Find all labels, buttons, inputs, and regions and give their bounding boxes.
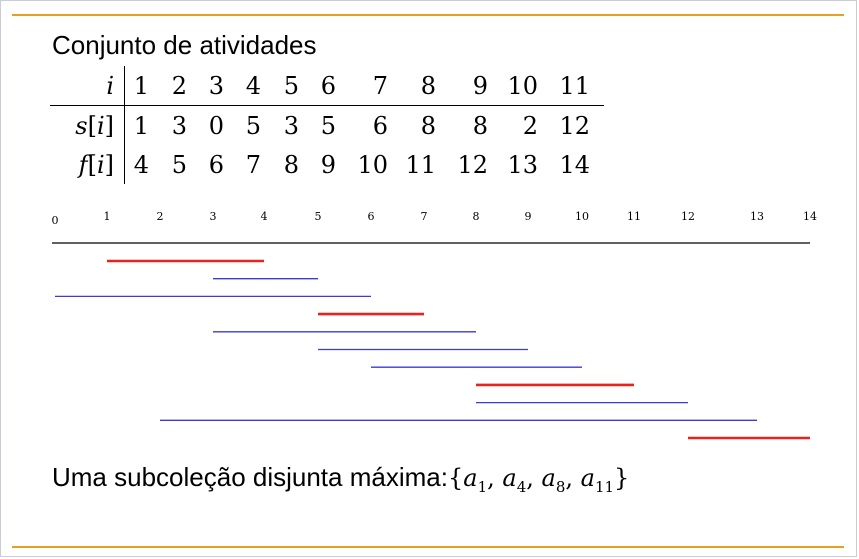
cell-i-1: 1 (124, 66, 149, 106)
tick-label-11: 11 (627, 210, 641, 223)
set-element-a8: a8 (541, 464, 566, 496)
set-close-brace: } (614, 464, 630, 492)
tick-label-1: 1 (104, 210, 111, 223)
cell-f-5: 8 (283, 150, 299, 179)
set-element-a4: a4 (502, 464, 527, 496)
cell-i-10: 10 (488, 66, 538, 106)
tick-label-4: 4 (261, 210, 268, 223)
cell-s-10: 2 (522, 111, 538, 140)
tick-label-0: 0 (52, 214, 59, 227)
cell-s-5: 3 (283, 111, 299, 140)
tick-label-2: 2 (157, 210, 164, 223)
activity-table: i 1 2 3 4 5 6 7 8 9 10 11 s[i] 1 3 0 5 3… (50, 66, 604, 184)
cell-i-6: 6 (299, 66, 336, 106)
cell-s-6: 5 (320, 111, 336, 140)
slide-title: Conjunto de atividades (52, 30, 317, 60)
cell-s-8: 8 (420, 111, 436, 140)
tick-label-3: 3 (210, 210, 217, 223)
cell-s-11: 12 (559, 111, 590, 140)
conclusion: Uma subcoleção disjunta máxima:{a1, a4, … (52, 462, 629, 496)
table-row-s: s[i] 1 3 0 5 3 5 6 8 8 2 12 (50, 105, 604, 145)
tick-label-6: 6 (368, 210, 375, 223)
cell-f-3: 6 (208, 150, 224, 179)
cell-i-2: 2 (149, 66, 187, 106)
row-label-i: i (50, 66, 125, 106)
tick-label-10: 10 (575, 210, 589, 223)
cell-f-4: 7 (245, 150, 261, 179)
cell-s-9: 8 (472, 111, 488, 140)
conclusion-text: Uma subcoleção disjunta máxima: (52, 462, 448, 492)
table-row-i: i 1 2 3 4 5 6 7 8 9 10 11 (50, 66, 604, 106)
cell-s-1: 1 (133, 111, 149, 140)
cell-f-11: 14 (559, 150, 590, 179)
top-rule (12, 14, 844, 16)
cell-i-8: 8 (388, 66, 436, 106)
cell-f-10: 13 (507, 150, 538, 179)
row-label-f: f[i] (50, 145, 125, 184)
cell-i-7: 7 (336, 66, 388, 106)
cell-i-3: 3 (187, 66, 224, 106)
cell-f-9: 12 (457, 150, 488, 179)
set-element-a11: a11 (580, 464, 615, 496)
bottom-rule (12, 546, 844, 548)
cell-s-7: 6 (372, 111, 388, 140)
tick-label-8: 8 (473, 210, 480, 223)
tick-label-13: 13 (750, 210, 764, 223)
set-open-brace: { (447, 464, 464, 492)
tick-label-9: 9 (525, 210, 532, 223)
tick-label-12: 12 (681, 210, 695, 223)
cell-i-11: 11 (538, 66, 604, 106)
cell-s-4: 5 (245, 111, 261, 140)
set-items: a1, a4, a8, a11 (463, 464, 615, 496)
row-label-s: s[i] (50, 105, 125, 145)
solution-set: {a1, a4, a8, a11} (447, 464, 630, 496)
cell-f-8: 11 (405, 150, 436, 179)
set-element-a1: a1 (463, 464, 488, 496)
cell-f-6: 9 (320, 150, 336, 179)
tick-label-5: 5 (315, 210, 322, 223)
cell-f-2: 5 (171, 150, 187, 179)
tick-label-14: 14 (803, 210, 817, 223)
cell-s-2: 3 (171, 111, 187, 140)
cell-f-7: 10 (357, 150, 388, 179)
cell-s-3: 0 (208, 111, 224, 140)
tick-label-7: 7 (421, 210, 428, 223)
table-row-f: f[i] 4 5 6 7 8 9 10 11 12 13 14 (50, 145, 604, 184)
cell-f-1: 4 (133, 150, 149, 179)
cell-i-9: 9 (436, 66, 488, 106)
cell-i-5: 5 (261, 66, 299, 106)
cell-i-4: 4 (224, 66, 261, 106)
interval-timeline: 0 1 2 3 4 5 6 7 8 9 10 11 12 13 14 (52, 210, 817, 440)
